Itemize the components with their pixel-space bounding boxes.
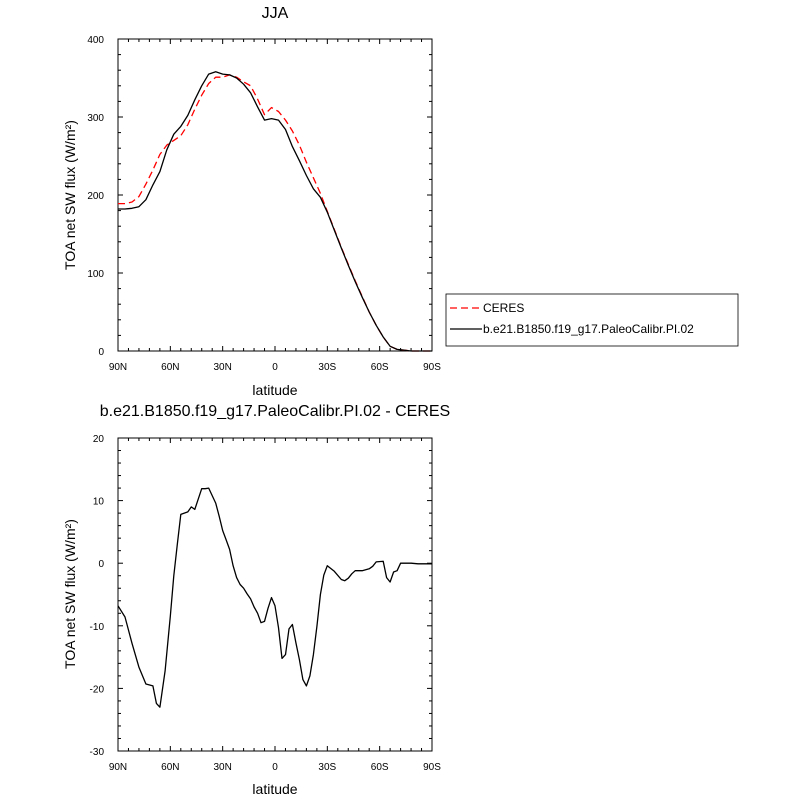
- top-x-tick-label: 60N: [161, 362, 179, 373]
- top-x-tick-labels: 90N 60N 30N 0 30S 60S 90S: [109, 362, 441, 373]
- top-chart-title: JJA: [262, 5, 289, 22]
- top-y-tick-label: 100: [87, 269, 104, 280]
- bottom-series-line-0: [117, 487, 432, 708]
- top-plot-frame: [117, 38, 433, 352]
- top-series-line-0: [118, 74, 432, 352]
- bottom-x-tick-label: 0: [272, 762, 278, 773]
- legend-label-ceres: CERES: [483, 301, 524, 315]
- bottom-x-tick-label: 90N: [109, 762, 127, 773]
- top-x-tick-label: 30N: [213, 362, 231, 373]
- top-x-axis-title: latitude: [252, 382, 297, 398]
- top-y-tick-label: 300: [87, 113, 104, 124]
- top-y-axis-title-text: TOA net SW flux (W/m²): [62, 120, 78, 270]
- top-x-tick-label: 90S: [423, 362, 441, 373]
- bottom-series-lines: [117, 487, 432, 708]
- bottom-y-tick-label: 10: [93, 497, 105, 508]
- top-y-tick-label: 200: [87, 191, 104, 202]
- bottom-y-tick-label: 20: [93, 434, 105, 445]
- top-tick-marks: [117, 38, 433, 352]
- top-legend: CERES b.e21.B1850.f19_g17.PaleoCalibr.PI…: [445, 293, 739, 347]
- bottom-tick-marks: [117, 437, 433, 752]
- top-y-tick-label: 400: [87, 35, 104, 46]
- bottom-y-axis-title: TOA net SW flux (W/m²): [62, 519, 78, 669]
- top-x-tick-label: 60S: [371, 362, 389, 373]
- bottom-y-tick-label: 0: [98, 559, 104, 570]
- top-x-tick-label: 30S: [318, 362, 336, 373]
- top-plot-area: [117, 38, 433, 352]
- bottom-y-axis-title-text: TOA net SW flux (W/m²): [62, 519, 78, 669]
- top-y-tick-labels: 0 100 200 300 400: [87, 35, 104, 358]
- bottom-x-tick-labels: 90N 60N 30N 0 30S 60S 90S: [109, 762, 441, 773]
- bottom-x-tick-label: 60S: [371, 762, 389, 773]
- bottom-y-tick-labels: -30 -20 -10 0 10 20: [90, 434, 105, 758]
- bottom-x-axis-title: latitude: [252, 781, 297, 797]
- bottom-y-tick-label: -10: [90, 622, 105, 633]
- bottom-x-tick-label: 60N: [161, 762, 179, 773]
- legend-label-model: b.e21.B1850.f19_g17.PaleoCalibr.PI.02: [483, 322, 694, 336]
- legend-box: [445, 293, 739, 347]
- bottom-plot-area: [117, 437, 433, 752]
- top-series-lines: [118, 71, 432, 352]
- bottom-chart-title: b.e21.B1850.f19_g17.PaleoCalibr.PI.02 - …: [100, 403, 450, 420]
- bottom-x-tick-label: 30S: [318, 762, 336, 773]
- bottom-x-tick-label: 30N: [213, 762, 231, 773]
- bottom-plot-frame: [117, 437, 433, 752]
- bottom-y-tick-label: -20: [90, 684, 105, 695]
- bottom-x-tick-label: 90S: [423, 762, 441, 773]
- bottom-panel: b.e21.B1850.f19_g17.PaleoCalibr.PI.02 - …: [62, 403, 450, 797]
- top-y-axis-title: TOA net SW flux (W/m²): [62, 120, 78, 270]
- top-panel: JJA 90N 60N 30N 0 30S 60S 90S 0 100 200 300 400 la…: [62, 5, 739, 398]
- top-series-line-1: [118, 71, 432, 352]
- top-x-tick-label: 90N: [109, 362, 127, 373]
- bottom-y-tick-label: -30: [90, 747, 105, 758]
- top-x-tick-label: 0: [272, 362, 278, 373]
- top-y-tick-label: 0: [98, 347, 104, 358]
